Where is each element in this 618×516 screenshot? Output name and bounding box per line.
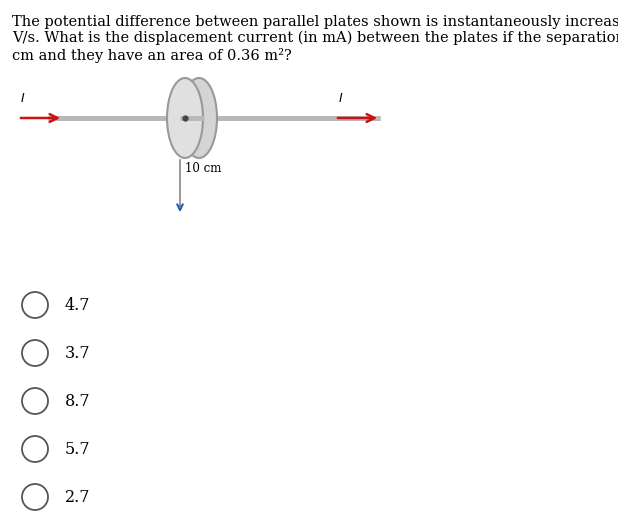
Text: 10 cm: 10 cm — [185, 162, 221, 175]
Text: 2.7: 2.7 — [65, 489, 90, 506]
Text: 4.7: 4.7 — [65, 297, 90, 314]
Text: The potential difference between parallel plates shown is instantaneously increa: The potential difference between paralle… — [12, 14, 618, 29]
Ellipse shape — [167, 78, 203, 158]
Ellipse shape — [181, 78, 217, 158]
Text: 5.7: 5.7 — [65, 441, 91, 458]
Text: $I$: $I$ — [20, 92, 25, 105]
Text: cm and they have an area of 0.36 m²?: cm and they have an area of 0.36 m²? — [12, 48, 292, 63]
Text: 8.7: 8.7 — [65, 393, 91, 410]
Text: 3.7: 3.7 — [65, 345, 91, 362]
Text: V/s. What is the displacement current (in mA) between the plates if the separati: V/s. What is the displacement current (i… — [12, 31, 618, 45]
Text: $I$: $I$ — [338, 92, 344, 105]
